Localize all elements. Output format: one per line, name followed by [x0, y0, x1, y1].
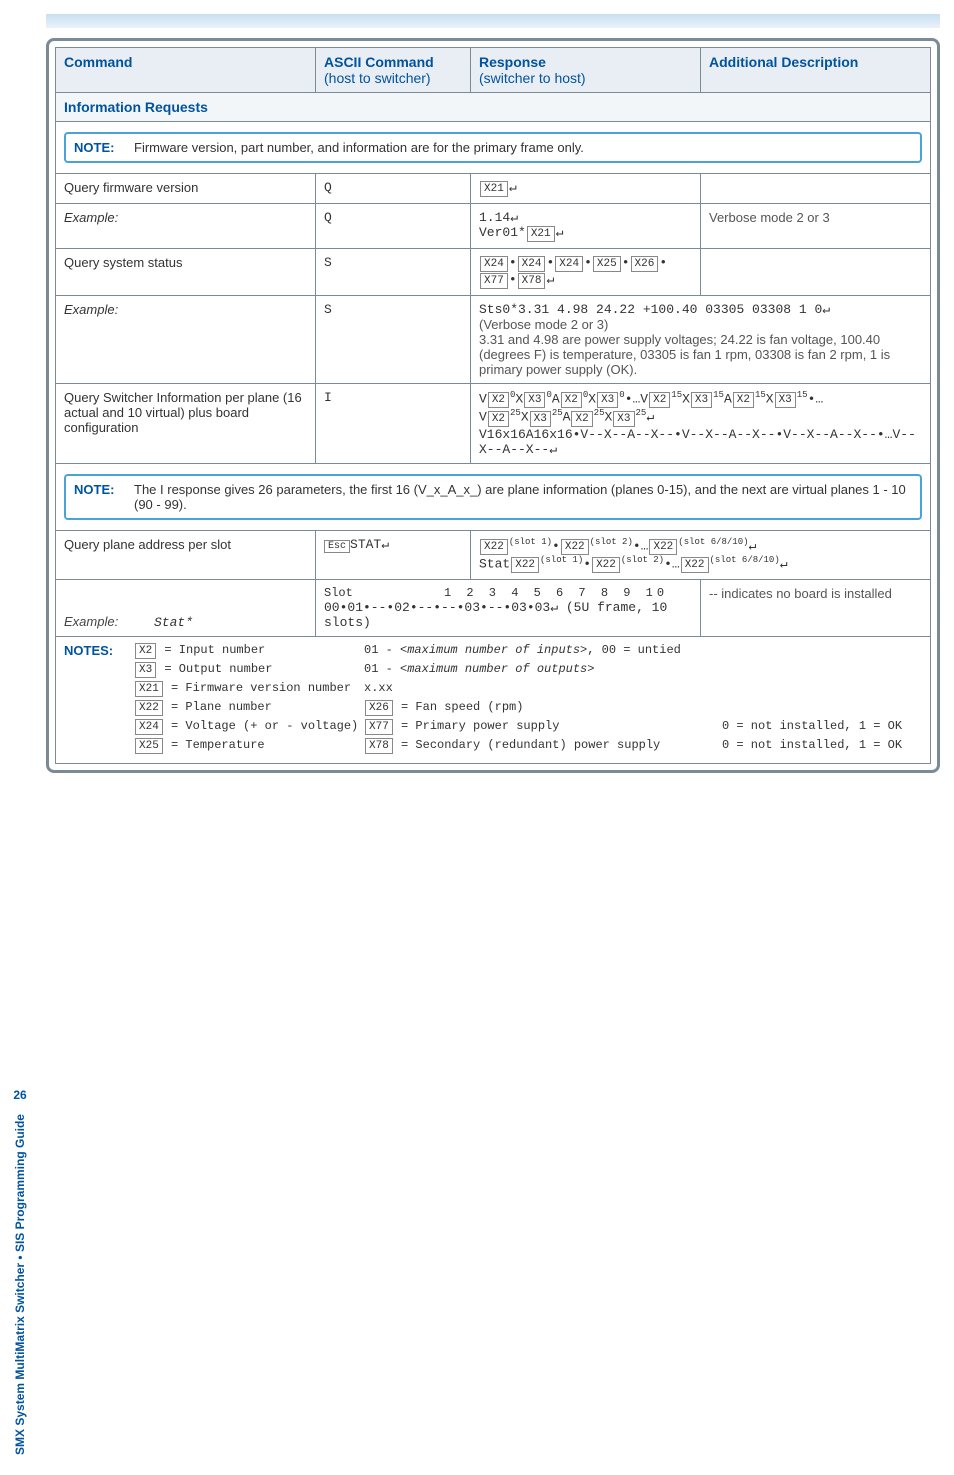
notes-item: X21 = Firmware version numberx.xx — [134, 681, 922, 697]
fw-ex-ascii: Q — [316, 204, 471, 249]
notes-item: X2 = Input number01 - <maximum number of… — [134, 643, 922, 659]
notes-item: X25 = TemperatureX78 = Secondary (redund… — [134, 738, 922, 754]
note-i-response: NOTE: The I response gives 26 parameters… — [64, 474, 922, 520]
sys-ex-cmd: Example: — [64, 302, 118, 317]
plane-ex-body: Slot1 2 3 4 5 6 7 8 9 10 00•01•--•02•--•… — [316, 580, 701, 637]
main-content: Command ASCII Command(host to switcher) … — [40, 0, 954, 1475]
notes-item: X3 = Output number01 - <maximum number o… — [134, 662, 922, 678]
sys-cmd: Query system status — [56, 249, 316, 296]
row-plane-ex: Example:Stat* Slot1 2 3 4 5 6 7 8 9 10 0… — [56, 580, 931, 637]
notes-label: NOTES: — [64, 643, 134, 658]
row-sys-ex: Example: S Sts0*3.31 4.98 24.22 +100.40 … — [56, 296, 931, 384]
notes-list: X2 = Input number01 - <maximum number of… — [134, 643, 922, 757]
info-ascii: I — [316, 384, 471, 464]
plane-ex-cmd: Example:Stat* — [64, 614, 193, 629]
sys-resp: X24•X24•X24•X25•X26•X77•X78↵ — [471, 249, 701, 296]
fw-resp: X21↵ — [471, 174, 701, 204]
row-plane: Query plane address per slot EscSTAT↵ X2… — [56, 530, 931, 580]
sidebar: 26 SMX System MultiMatrix Switcher • SIS… — [0, 0, 40, 1475]
sys-ex-ascii: S — [316, 296, 471, 384]
row-fw-ex: Example: Q 1.14↵ Ver01*X21↵ Verbose mode… — [56, 204, 931, 249]
plane-resp: X22(slot 1)•X22(slot 2)•…X22(slot 6/8/10… — [471, 530, 931, 580]
hdr-ascii: ASCII Command(host to switcher) — [324, 54, 462, 86]
note2-row: NOTE: The I response gives 26 parameters… — [56, 463, 931, 530]
plane-ex-desc: -- indicates no board is installed — [701, 580, 931, 637]
hdr-command: Command — [56, 48, 316, 93]
note-text: Firmware version, part number, and infor… — [134, 140, 912, 155]
info-cmd: Query Switcher Information per plane (16… — [56, 384, 316, 464]
table-header-row: Command ASCII Command(host to switcher) … — [56, 48, 931, 93]
var-x21: X21 — [480, 181, 508, 197]
note-label: NOTE: — [74, 140, 134, 155]
sidebar-title: SMX System MultiMatrix Switcher • SIS Pr… — [13, 1114, 27, 1455]
info-resp: VX20XX30AX20XX30•…VX215XX315AX215XX315•…… — [471, 384, 931, 464]
row-fw: Query firmware version Q X21↵ — [56, 174, 931, 204]
plane-cmd: Query plane address per slot — [56, 530, 316, 580]
command-table: Command ASCII Command(host to switcher) … — [55, 47, 931, 764]
top-band — [46, 14, 940, 28]
fw-cmd: Query firmware version — [56, 174, 316, 204]
hdr-desc: Additional Description — [701, 48, 931, 93]
row-sys: Query system status S X24•X24•X24•X25•X2… — [56, 249, 931, 296]
note-row: NOTE: Firmware version, part number, and… — [56, 122, 931, 174]
fw-ex-resp: 1.14↵ Ver01*X21↵ — [471, 204, 701, 249]
page-number: 26 — [13, 1088, 26, 1102]
fw-ex-desc: Verbose mode 2 or 3 — [701, 204, 931, 249]
sys-ascii: S — [316, 249, 471, 296]
notes-item: X24 = Voltage (+ or - voltage)X77 = Prim… — [134, 719, 922, 735]
note-fw: NOTE: Firmware version, part number, and… — [64, 132, 922, 163]
sys-ex-resp: Sts0*3.31 4.98 24.22 +100.40 03305 03308… — [471, 296, 931, 384]
fw-ex-cmd: Example: — [64, 210, 118, 225]
section-row: Information Requests — [56, 93, 931, 122]
hdr-resp: Response(switcher to host) — [479, 54, 692, 86]
notes-item: X22 = Plane numberX26 = Fan speed (rpm) — [134, 700, 922, 716]
fw-ascii: Q — [316, 174, 471, 204]
outer-frame: Command ASCII Command(host to switcher) … — [46, 38, 940, 773]
esc-key: Esc — [324, 540, 350, 553]
fw-desc — [701, 174, 931, 204]
plane-ascii: EscSTAT↵ — [316, 530, 471, 580]
section-title: Information Requests — [56, 93, 931, 122]
notes-footer-row: NOTES: X2 = Input number01 - <maximum nu… — [56, 637, 931, 764]
row-info: Query Switcher Information per plane (16… — [56, 384, 931, 464]
